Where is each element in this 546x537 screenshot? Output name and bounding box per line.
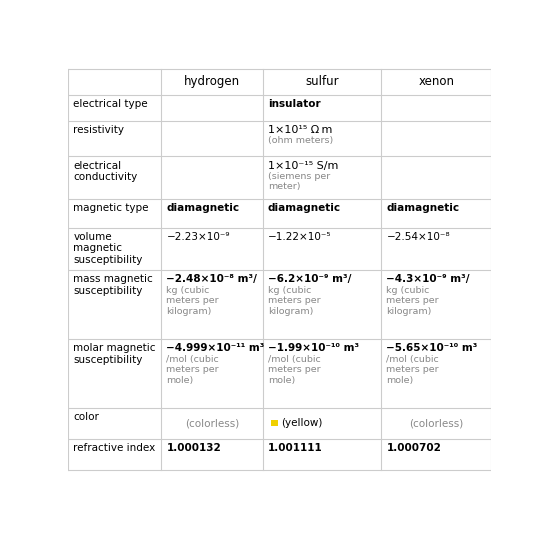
Text: magnetic type: magnetic type	[73, 203, 149, 213]
Text: 1.000132: 1.000132	[167, 443, 221, 453]
Text: xenon: xenon	[418, 75, 454, 88]
Text: −1.22×10⁻⁵: −1.22×10⁻⁵	[268, 232, 331, 242]
Text: kg (cubic
meters per
kilogram): kg (cubic meters per kilogram)	[167, 286, 219, 316]
Text: volume
magnetic
susceptibility: volume magnetic susceptibility	[73, 232, 143, 265]
Text: (colorless): (colorless)	[410, 418, 464, 429]
Text: kg (cubic
meters per
kilogram): kg (cubic meters per kilogram)	[387, 286, 439, 316]
Text: 1×10¹⁵ Ω m: 1×10¹⁵ Ω m	[268, 125, 333, 135]
Text: hydrogen: hydrogen	[184, 75, 240, 88]
Text: electrical
conductivity: electrical conductivity	[73, 161, 138, 182]
Text: 1.001111: 1.001111	[268, 443, 323, 453]
Text: 1×10⁻¹⁵ S/m: 1×10⁻¹⁵ S/m	[268, 161, 339, 171]
Text: −1.99×10⁻¹⁰ m³: −1.99×10⁻¹⁰ m³	[268, 343, 359, 353]
Text: (ohm meters): (ohm meters)	[268, 136, 333, 146]
Text: insulator: insulator	[268, 99, 321, 109]
Text: (yellow): (yellow)	[282, 418, 323, 429]
Text: /mol (cubic
meters per
mole): /mol (cubic meters per mole)	[167, 355, 219, 384]
Text: −2.23×10⁻⁹: −2.23×10⁻⁹	[167, 232, 230, 242]
Text: mass magnetic
susceptibility: mass magnetic susceptibility	[73, 274, 153, 296]
Text: resistivity: resistivity	[73, 125, 124, 135]
Text: color: color	[73, 412, 99, 422]
Text: 1.000702: 1.000702	[387, 443, 441, 453]
Text: −2.54×10⁻⁸: −2.54×10⁻⁸	[387, 232, 450, 242]
Text: kg (cubic
meters per
kilogram): kg (cubic meters per kilogram)	[268, 286, 321, 316]
Text: diamagnetic: diamagnetic	[167, 203, 240, 213]
Text: −4.3×10⁻⁹ m³/: −4.3×10⁻⁹ m³/	[387, 274, 470, 285]
Text: electrical type: electrical type	[73, 99, 148, 109]
Text: −5.65×10⁻¹⁰ m³: −5.65×10⁻¹⁰ m³	[387, 343, 478, 353]
Text: diamagnetic: diamagnetic	[268, 203, 341, 213]
Text: sulfur: sulfur	[305, 75, 339, 88]
Text: (siemens per
meter): (siemens per meter)	[268, 172, 330, 192]
Text: diamagnetic: diamagnetic	[387, 203, 460, 213]
Text: −6.2×10⁻⁹ m³/: −6.2×10⁻⁹ m³/	[268, 274, 352, 285]
Text: refractive index: refractive index	[73, 443, 156, 453]
Text: −4.999×10⁻¹¹ m³: −4.999×10⁻¹¹ m³	[167, 343, 265, 353]
Text: −2.48×10⁻⁸ m³/: −2.48×10⁻⁸ m³/	[167, 274, 257, 285]
Text: /mol (cubic
meters per
mole): /mol (cubic meters per mole)	[268, 355, 321, 384]
Bar	[270, 420, 278, 426]
Text: molar magnetic
susceptibility: molar magnetic susceptibility	[73, 343, 156, 365]
Text: (colorless): (colorless)	[185, 418, 239, 429]
Text: /mol (cubic
meters per
mole): /mol (cubic meters per mole)	[387, 355, 439, 384]
